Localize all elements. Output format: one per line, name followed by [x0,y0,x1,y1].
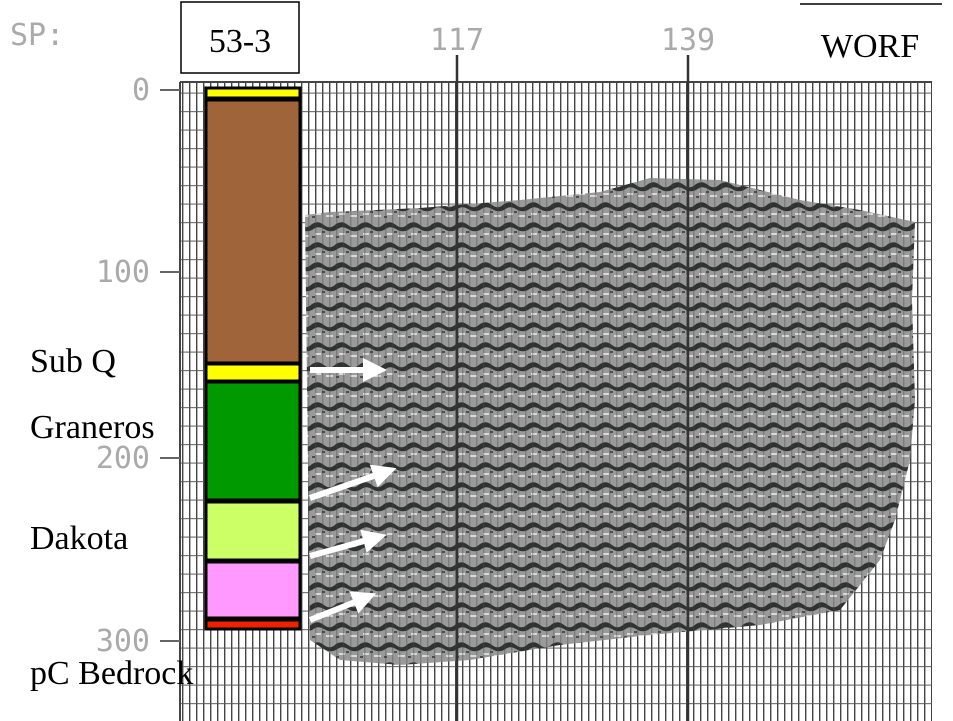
formation-label: pC Bedrock [30,655,193,692]
seismic-figure: 0 100 200 300 SP: 117 139 53-3 WORF Sub … [0,0,953,721]
formation-label: Graneros [30,409,155,446]
time-tick-label: 300 [96,624,150,659]
line-name: WORF [821,28,919,65]
formation-label: Sub Q [30,343,116,380]
seismic-data [300,170,920,670]
time-tick-label: 100 [96,255,150,290]
well-column [206,88,300,629]
time-tick-marks [160,90,180,641]
sp-label: SP: [10,18,64,53]
time-tick-label: 0 [132,73,150,108]
well-name: 53-3 [209,23,271,60]
shotpoint-label: 117 [430,23,484,58]
time-tick-label: 200 [96,441,150,476]
formation-label: Dakota [30,520,128,557]
shotpoint-label: 139 [661,23,715,58]
